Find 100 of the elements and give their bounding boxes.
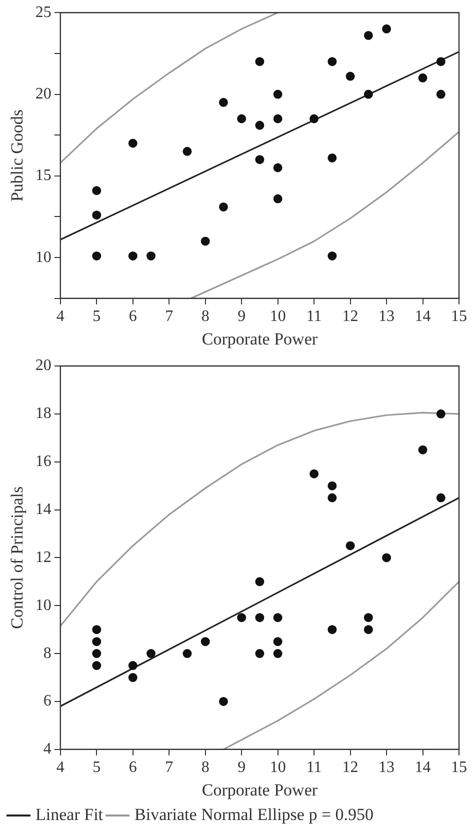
point [328, 251, 337, 260]
x-tick-label: 11 [306, 308, 322, 326]
y-tick-label: 10 [35, 248, 52, 266]
point [436, 57, 446, 66]
x-tick-label: 6 [128, 308, 137, 326]
x-tick-label: 10 [270, 759, 286, 776]
point [328, 57, 337, 66]
point [346, 72, 355, 81]
point [255, 577, 264, 586]
y-tick-label: 20 [35, 357, 52, 374]
point [418, 73, 428, 82]
x-tick-label: 5 [92, 759, 101, 776]
point [328, 493, 337, 502]
point [328, 625, 337, 634]
point [436, 493, 446, 502]
x-tick-label: 14 [414, 308, 431, 326]
y-tick-label: 4 [43, 740, 52, 758]
y-tick-label: 6 [43, 692, 52, 710]
x-tick-label: 4 [56, 308, 64, 326]
point [273, 163, 282, 172]
legend-label: Linear Fit [36, 804, 104, 824]
point [128, 673, 138, 682]
x-tick-label: 7 [165, 308, 174, 326]
point [255, 649, 264, 658]
point [128, 138, 138, 148]
point [182, 146, 192, 156]
point [382, 24, 392, 34]
point [255, 120, 264, 130]
x-tick-label: 8 [201, 759, 210, 776]
point [273, 114, 282, 124]
point [364, 625, 373, 634]
x-tick-label: 15 [451, 308, 467, 326]
point [436, 409, 446, 418]
y-axis-title: Control of Principals [8, 486, 27, 630]
x-tick-label: 8 [201, 308, 210, 326]
legend-label: Bivariate Normal Ellipse p = 0.950 [134, 804, 374, 824]
point [382, 553, 392, 562]
point [273, 613, 282, 622]
point [255, 155, 264, 164]
point [237, 114, 246, 124]
point [200, 637, 210, 646]
x-tick-label: 13 [378, 308, 395, 326]
point [92, 649, 102, 658]
y-tick-label: 15 [35, 167, 52, 184]
point [92, 625, 102, 634]
x-tick-label: 9 [238, 308, 246, 326]
point [92, 637, 102, 646]
point [418, 445, 428, 454]
x-tick-label: 12 [342, 308, 358, 326]
x-axis-title: Corporate Power [202, 780, 318, 800]
x-tick-label: 4 [56, 759, 64, 776]
point [182, 649, 192, 658]
point [218, 696, 228, 706]
y-tick-label: 14 [35, 500, 52, 518]
point [328, 153, 337, 162]
y-tick-label: 18 [35, 405, 52, 422]
x-tick-label: 6 [128, 759, 137, 776]
y-tick-label: 8 [43, 644, 52, 662]
point [146, 251, 156, 260]
x-tick-label: 10 [270, 308, 286, 326]
point [364, 613, 373, 622]
point [92, 210, 102, 220]
x-tick-label: 9 [238, 759, 246, 776]
point [146, 649, 156, 658]
point [255, 613, 264, 622]
point [273, 637, 282, 646]
point [92, 661, 102, 670]
x-tick-label: 12 [342, 759, 358, 776]
point [436, 90, 446, 99]
point [200, 236, 210, 246]
y-tick-label: 10 [35, 596, 52, 614]
x-tick-label: 14 [414, 759, 431, 776]
y-tick-label: 25 [35, 4, 52, 21]
x-tick-label: 15 [451, 759, 467, 776]
point [237, 613, 246, 622]
point [92, 186, 102, 196]
point [255, 57, 264, 66]
y-tick-label: 16 [35, 453, 52, 470]
point [128, 661, 138, 670]
point [128, 251, 138, 260]
point [364, 30, 373, 40]
point [346, 541, 355, 550]
point [310, 469, 319, 478]
y-axis-title: Public Goods [8, 109, 27, 202]
point [218, 98, 228, 107]
x-tick-label: 13 [378, 759, 395, 776]
point [273, 649, 282, 658]
y-tick-label: 20 [35, 85, 52, 102]
point [92, 251, 102, 260]
y-tick-label: 12 [35, 548, 52, 566]
point [364, 90, 373, 99]
point [328, 481, 337, 490]
point [273, 90, 282, 99]
x-tick-label: 11 [306, 759, 322, 776]
x-axis-title: Corporate Power [202, 329, 318, 348]
x-tick-label: 7 [165, 759, 174, 776]
point [218, 202, 228, 212]
point [310, 114, 319, 124]
x-tick-label: 5 [92, 308, 101, 326]
point [273, 194, 282, 204]
